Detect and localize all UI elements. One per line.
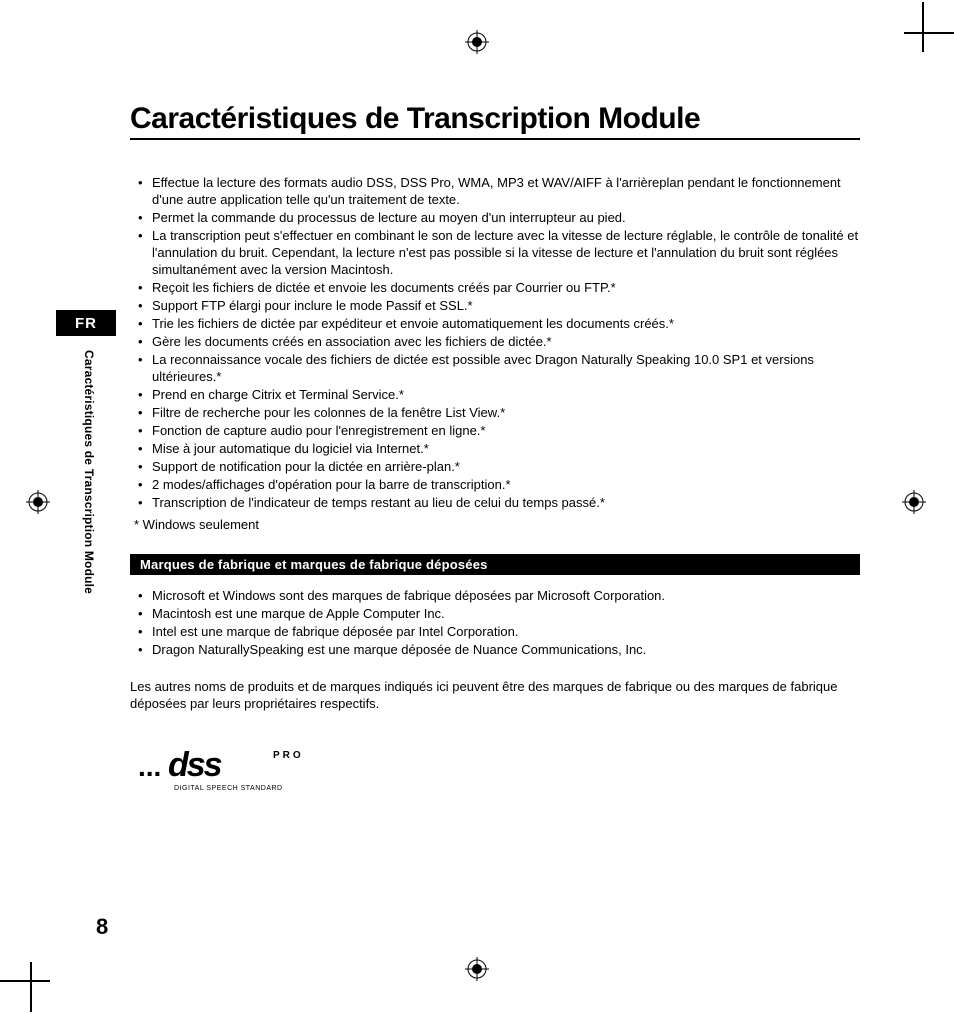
trademark-list: Microsoft et Windows sont des marques de…	[130, 587, 860, 658]
list-item: Support de notification pour la dictée e…	[130, 458, 860, 475]
registration-mark-icon	[465, 957, 489, 981]
list-item: Effectue la lecture des formats audio DS…	[130, 174, 860, 208]
list-item: 2 modes/affichages d'opération pour la b…	[130, 476, 860, 493]
trademark-heading: Marques de fabrique et marques de fabriq…	[130, 554, 860, 575]
list-item: Transcription de l'indicateur de temps r…	[130, 494, 860, 511]
side-section-label: Caractéristiques de Transcription Module	[82, 350, 96, 594]
page-content: Caractéristiques de Transcription Module…	[130, 102, 860, 805]
list-item: La transcription peut s'effectuer en com…	[130, 227, 860, 278]
footnote: * Windows seulement	[134, 517, 860, 532]
language-tab: FR	[56, 310, 116, 336]
page-number: 8	[96, 914, 108, 940]
crop-mark-icon	[0, 962, 50, 1012]
list-item: La reconnaissance vocale des fichiers de…	[130, 351, 860, 385]
list-item: Reçoit les fichiers de dictée et envoie …	[130, 279, 860, 296]
dss-pro-logo: ... dss PRO DIGITAL SPEECH STANDARD	[138, 742, 860, 805]
list-item: Microsoft et Windows sont des marques de…	[130, 587, 860, 604]
logo-pro: PRO	[273, 750, 304, 761]
feature-list: Effectue la lecture des formats audio DS…	[130, 174, 860, 511]
list-item: Filtre de recherche pour les colonnes de…	[130, 404, 860, 421]
logo-dots: ...	[138, 751, 161, 782]
list-item: Trie les fichiers de dictée par expédite…	[130, 315, 860, 332]
list-item: Prend en charge Citrix et Terminal Servi…	[130, 386, 860, 403]
list-item: Gère les documents créés en association …	[130, 333, 860, 350]
page-title: Caractéristiques de Transcription Module	[130, 102, 860, 136]
list-item: Intel est une marque de fabrique déposée…	[130, 623, 860, 640]
title-container: Caractéristiques de Transcription Module	[130, 102, 860, 140]
crop-mark-icon	[904, 2, 954, 52]
list-item: Dragon NaturallySpeaking est une marque …	[130, 641, 860, 658]
list-item: Permet la commande du processus de lectu…	[130, 209, 860, 226]
registration-mark-icon	[465, 30, 489, 54]
logo-main: dss	[168, 746, 222, 784]
registration-mark-icon	[26, 490, 50, 514]
list-item: Support FTP élargi pour inclure le mode …	[130, 297, 860, 314]
list-item: Macintosh est une marque de Apple Comput…	[130, 605, 860, 622]
logo-sub: DIGITAL SPEECH STANDARD	[174, 785, 283, 792]
registration-mark-icon	[902, 490, 926, 514]
list-item: Mise à jour automatique du logiciel via …	[130, 440, 860, 457]
trademark-paragraph: Les autres noms de produits et de marque…	[130, 678, 860, 712]
list-item: Fonction de capture audio pour l'enregis…	[130, 422, 860, 439]
